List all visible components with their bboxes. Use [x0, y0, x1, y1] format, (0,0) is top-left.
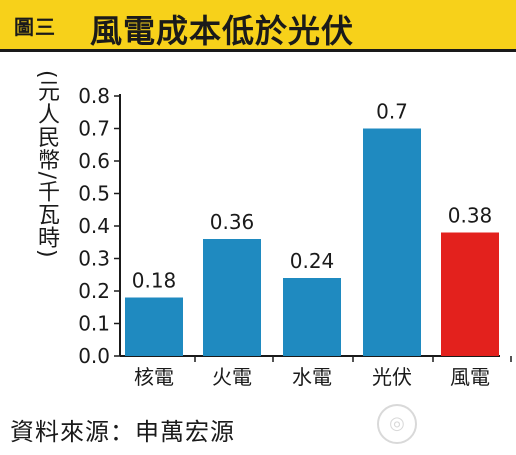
- y-tick-label: 0.5: [78, 182, 110, 206]
- y-axis-label: (元人民幣/千瓦時): [34, 70, 59, 259]
- figure-label: 圖三: [14, 15, 56, 39]
- y-tick-label: 0.3: [78, 247, 110, 271]
- source-note: 資料來源：申萬宏源: [10, 418, 235, 446]
- bar-3: [283, 278, 341, 356]
- data-label: 0.36: [210, 210, 255, 234]
- data-label: 0.18: [132, 269, 177, 293]
- title-banner: 圖三 風電成本低於光伏: [0, 0, 516, 52]
- x-tick-label: 核電: [134, 365, 174, 389]
- bar-2: [203, 239, 261, 356]
- chart-title: 風電成本低於光伏: [90, 12, 355, 50]
- y-tick-label: 0.1: [78, 312, 110, 336]
- y-tick-label: 0.6: [78, 149, 110, 173]
- bar-5: [441, 232, 499, 356]
- y-tick-label: 0.4: [78, 214, 110, 238]
- y-tick-label: 0.7: [78, 117, 110, 141]
- bar-1: [125, 297, 183, 356]
- x-tick-label: 火電: [212, 365, 252, 389]
- watermark-logo: ◎: [377, 404, 417, 444]
- data-label: 0.7: [376, 100, 408, 124]
- y-tick-label: 0.2: [78, 279, 110, 303]
- x-tick-label: 風電: [450, 365, 490, 389]
- y-tick-label: 0.0: [78, 344, 110, 368]
- data-label: 0.24: [290, 249, 335, 273]
- data-label: 0.38: [448, 204, 493, 228]
- y-tick-label: 0.8: [78, 84, 110, 108]
- bar-4: [363, 128, 421, 356]
- x-tick-label: 水電: [292, 365, 332, 389]
- x-tick-label: 光伏: [372, 365, 412, 389]
